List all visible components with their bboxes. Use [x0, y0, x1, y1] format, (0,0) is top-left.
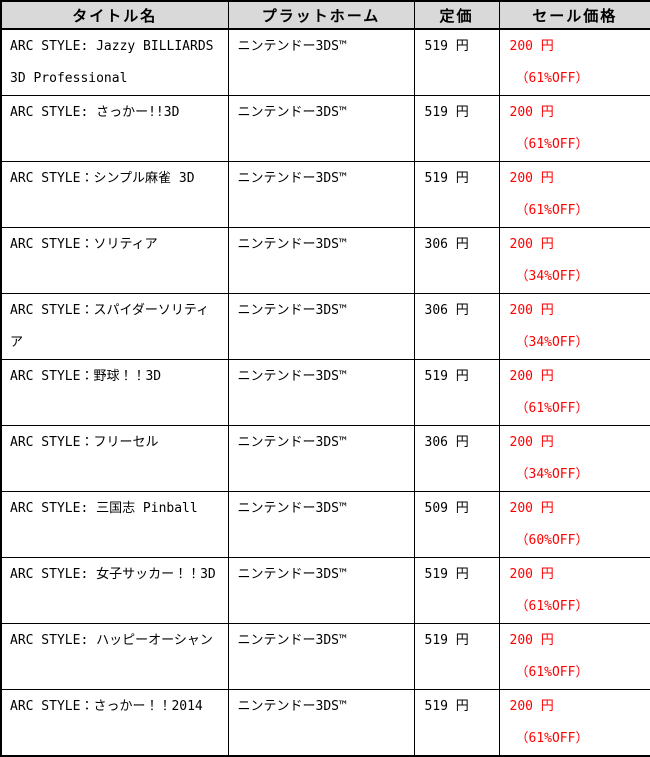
sale-price-value: 200 円 — [509, 303, 554, 318]
platform-cell: ニンテンドー3DS™ — [227, 28, 415, 96]
sale-price-cell: 200 円 （34%OFF） — [498, 293, 650, 360]
column-header-sale-price: セール価格 — [498, 0, 650, 30]
platform-cell: ニンテンドー3DS™ — [227, 293, 415, 360]
table-row: ARC STYLE：フリーセル ニンテンドー3DS™ 306 円 200 円 （… — [0, 425, 650, 492]
title-cell: ARC STYLE：シンプル麻雀 3D — [0, 161, 229, 228]
sale-price-cell: 200 円 （61%OFF） — [498, 623, 650, 690]
platform-cell: ニンテンドー3DS™ — [227, 227, 415, 294]
price-cell: 519 円 — [413, 689, 500, 757]
platform-cell: ニンテンドー3DS™ — [227, 557, 415, 624]
discount-percent: （61%OFF） — [515, 203, 589, 218]
price-cell: 519 円 — [413, 95, 500, 162]
platform-cell: ニンテンドー3DS™ — [227, 95, 415, 162]
discount-percent: （34%OFF） — [515, 269, 589, 284]
table-row: ARC STYLE：さっかー！！2014 ニンテンドー3DS™ 519 円 20… — [0, 689, 650, 757]
table-row: ARC STYLE: さっかー!!3D ニンテンドー3DS™ 519 円 200… — [0, 95, 650, 162]
title-cell: ARC STYLE: 女子サッカー！！3D — [0, 557, 229, 624]
table-row: ARC STYLE：ソリティア ニンテンドー3DS™ 306 円 200 円 （… — [0, 227, 650, 294]
title-cell: ARC STYLE: さっかー!!3D — [0, 95, 229, 162]
sale-price-cell: 200 円 （60%OFF） — [498, 491, 650, 558]
table-row: ARC STYLE: Jazzy BILLIARDS 3D Profession… — [0, 28, 650, 96]
sale-price-value: 200 円 — [509, 237, 554, 252]
platform-cell: ニンテンドー3DS™ — [227, 491, 415, 558]
title-cell: ARC STYLE：野球！！3D — [0, 359, 229, 426]
price-cell: 306 円 — [413, 293, 500, 360]
price-cell: 306 円 — [413, 425, 500, 492]
table-row: ARC STYLE: 三国志 Pinball ニンテンドー3DS™ 509 円 … — [0, 491, 650, 558]
column-header-price: 定価 — [413, 0, 500, 30]
price-cell: 519 円 — [413, 623, 500, 690]
platform-cell: ニンテンドー3DS™ — [227, 689, 415, 757]
sale-price-value: 200 円 — [509, 171, 554, 186]
price-cell: 519 円 — [413, 161, 500, 228]
sale-price-value: 200 円 — [509, 501, 554, 516]
table-row: ARC STYLE：スパイダーソリティア ニンテンドー3DS™ 306 円 20… — [0, 293, 650, 360]
platform-cell: ニンテンドー3DS™ — [227, 359, 415, 426]
discount-percent: （61%OFF） — [515, 599, 589, 614]
title-cell: ARC STYLE：スパイダーソリティア — [0, 293, 229, 360]
price-cell: 519 円 — [413, 557, 500, 624]
platform-cell: ニンテンドー3DS™ — [227, 623, 415, 690]
sale-price-cell: 200 円 （61%OFF） — [498, 689, 650, 757]
table-body: ARC STYLE: Jazzy BILLIARDS 3D Profession… — [0, 28, 650, 757]
sale-price-cell: 200 円 （34%OFF） — [498, 227, 650, 294]
sale-price-value: 200 円 — [509, 369, 554, 384]
price-cell: 519 円 — [413, 28, 500, 96]
discount-percent: （61%OFF） — [515, 665, 589, 680]
sale-price-cell: 200 円 （61%OFF） — [498, 28, 650, 96]
table-header: タイトル名 プラットホーム 定価 セール価格 — [0, 0, 650, 30]
column-header-title: タイトル名 — [0, 0, 229, 30]
table-row: ARC STYLE: 女子サッカー！！3D ニンテンドー3DS™ 519 円 2… — [0, 557, 650, 624]
title-cell: ARC STYLE: ハッピーオーシャン — [0, 623, 229, 690]
title-cell: ARC STYLE：フリーセル — [0, 425, 229, 492]
price-cell: 509 円 — [413, 491, 500, 558]
column-header-platform: プラットホーム — [227, 0, 415, 30]
sale-price-cell: 200 円 （34%OFF） — [498, 425, 650, 492]
sale-price-cell: 200 円 （61%OFF） — [498, 359, 650, 426]
discount-percent: （61%OFF） — [515, 731, 589, 746]
table-row: ARC STYLE：シンプル麻雀 3D ニンテンドー3DS™ 519 円 200… — [0, 161, 650, 228]
sale-price-value: 200 円 — [509, 435, 554, 450]
price-cell: 519 円 — [413, 359, 500, 426]
discount-percent: （61%OFF） — [515, 401, 589, 416]
sale-price-value: 200 円 — [509, 699, 554, 714]
discount-percent: （60%OFF） — [515, 533, 589, 548]
discount-percent: （34%OFF） — [515, 467, 589, 482]
sale-price-cell: 200 円 （61%OFF） — [498, 95, 650, 162]
sale-price-value: 200 円 — [509, 567, 554, 582]
price-cell: 306 円 — [413, 227, 500, 294]
table-row: ARC STYLE：野球！！3D ニンテンドー3DS™ 519 円 200 円 … — [0, 359, 650, 426]
title-cell: ARC STYLE：さっかー！！2014 — [0, 689, 229, 757]
title-cell: ARC STYLE: 三国志 Pinball — [0, 491, 229, 558]
platform-cell: ニンテンドー3DS™ — [227, 161, 415, 228]
sale-price-value: 200 円 — [509, 105, 554, 120]
sale-price-cell: 200 円 （61%OFF） — [498, 557, 650, 624]
title-cell: ARC STYLE：ソリティア — [0, 227, 229, 294]
discount-percent: （61%OFF） — [515, 137, 589, 152]
platform-cell: ニンテンドー3DS™ — [227, 425, 415, 492]
title-cell: ARC STYLE: Jazzy BILLIARDS 3D Profession… — [0, 28, 229, 96]
sale-price-value: 200 円 — [509, 39, 554, 54]
discount-percent: （34%OFF） — [515, 335, 589, 350]
header-row: タイトル名 プラットホーム 定価 セール価格 — [0, 0, 650, 30]
table-row: ARC STYLE: ハッピーオーシャン ニンテンドー3DS™ 519 円 20… — [0, 623, 650, 690]
sale-price-cell: 200 円 （61%OFF） — [498, 161, 650, 228]
discount-percent: （61%OFF） — [515, 71, 589, 86]
sale-price-value: 200 円 — [509, 633, 554, 648]
